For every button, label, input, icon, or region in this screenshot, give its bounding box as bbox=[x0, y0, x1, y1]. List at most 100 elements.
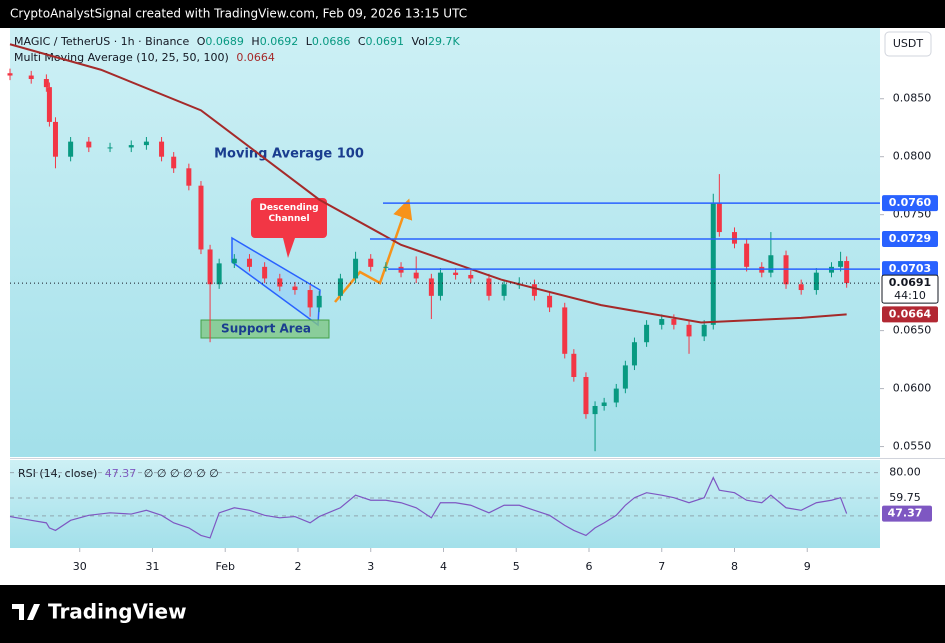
candle-body bbox=[592, 405, 598, 415]
x-tick-label: 8 bbox=[731, 560, 738, 573]
level-tag bbox=[882, 261, 938, 278]
rsi-placeholders: ∅ ∅ ∅ ∅ ∅ ∅ bbox=[144, 467, 219, 480]
symbol-info: MAGIC / TetherUS · 1h · Binance O0.0689 … bbox=[14, 35, 460, 48]
y-tick-label: 0.0800 bbox=[893, 150, 932, 163]
candle-body bbox=[337, 278, 343, 296]
candle-body bbox=[671, 319, 677, 325]
candle-body bbox=[231, 258, 237, 264]
ohlc-label: H bbox=[251, 35, 259, 48]
candle-body bbox=[659, 319, 665, 325]
candle-body bbox=[307, 290, 313, 308]
candle-body bbox=[292, 286, 298, 291]
candle-body bbox=[622, 365, 628, 389]
candle-body bbox=[631, 342, 637, 366]
ma-legend: Multi Moving Average (10, 25, 50, 100) 0… bbox=[14, 51, 275, 64]
candle-body bbox=[701, 324, 707, 337]
x-tick-label: 4 bbox=[440, 560, 447, 573]
candle-body bbox=[437, 272, 443, 296]
y-tick-label: 0.0550 bbox=[893, 440, 932, 453]
candle-body bbox=[601, 402, 607, 406]
rsi-value: 47.37 bbox=[105, 467, 137, 480]
candle-body bbox=[107, 147, 113, 149]
candle-body bbox=[744, 243, 750, 267]
brand: TradingView bbox=[48, 600, 187, 624]
drawings: Support Area Moving Average 100 Descendi… bbox=[200, 147, 413, 339]
candle-body bbox=[644, 324, 650, 343]
candle-body bbox=[571, 353, 577, 377]
level-tag-label: 0.0703 bbox=[889, 262, 931, 275]
candle-body bbox=[710, 203, 716, 325]
candle-body bbox=[68, 141, 74, 157]
candle-body bbox=[52, 121, 58, 157]
candle-body bbox=[844, 261, 850, 284]
candle-body bbox=[531, 284, 537, 296]
ohlc-value: 0.0686 bbox=[312, 35, 351, 48]
last-price-label: 0.0691 bbox=[889, 276, 931, 289]
candle-body bbox=[798, 284, 804, 291]
candle-body bbox=[262, 266, 268, 279]
candle-body bbox=[216, 263, 222, 285]
candle-body bbox=[468, 274, 474, 279]
candle-body bbox=[353, 258, 359, 279]
candle-body bbox=[171, 156, 177, 169]
level-tag-label: 0.0760 bbox=[889, 196, 932, 209]
top-bar bbox=[0, 0, 945, 28]
candle-body bbox=[813, 272, 819, 291]
ohlc-value: 0.0691 bbox=[366, 35, 405, 48]
support-box bbox=[200, 319, 330, 339]
candle-body bbox=[428, 278, 434, 296]
volume-value: 29.7K bbox=[428, 35, 460, 48]
candle-body bbox=[277, 278, 283, 287]
candle-body bbox=[413, 272, 419, 279]
candle-body bbox=[453, 272, 459, 275]
currency-button[interactable]: USDT bbox=[884, 31, 932, 57]
x-tick-label: 9 bbox=[804, 560, 811, 573]
ohlc-label: C bbox=[358, 35, 366, 48]
x-tick-label: 30 bbox=[73, 560, 87, 573]
candle-body bbox=[246, 258, 252, 267]
x-tick-label: 31 bbox=[145, 560, 159, 573]
x-tick-label: Feb bbox=[215, 560, 234, 573]
ma-tag bbox=[882, 306, 938, 323]
candle-body bbox=[838, 261, 844, 267]
currency-box[interactable] bbox=[884, 31, 932, 57]
x-tick-label: 2 bbox=[294, 560, 301, 573]
x-tick-label: 3 bbox=[367, 560, 374, 573]
candle-body bbox=[86, 141, 92, 148]
ohlc-value: 0.0689 bbox=[205, 35, 244, 48]
candle-body bbox=[28, 75, 34, 80]
candle-body bbox=[613, 388, 619, 403]
rsi-pane bbox=[10, 460, 880, 548]
candle-body bbox=[583, 376, 589, 415]
ma-name: Multi Moving Average (10, 25, 50, 100) bbox=[14, 51, 229, 64]
candle-body bbox=[316, 295, 322, 308]
last-price-tag bbox=[881, 274, 939, 304]
ma-annotation: Moving Average 100 bbox=[214, 147, 364, 162]
rsi-legend: RSI (14, close) 47.37 ∅ ∅ ∅ ∅ ∅ ∅ bbox=[18, 467, 219, 480]
x-tick-label: 5 bbox=[513, 560, 520, 573]
level-tag bbox=[882, 195, 938, 212]
candle-body bbox=[368, 258, 374, 267]
moving-average bbox=[9, 43, 847, 324]
rsi-tag bbox=[882, 505, 932, 522]
channel-label: Descending Channel bbox=[259, 203, 319, 224]
candle-body bbox=[143, 141, 149, 146]
currency[interactable]: USDT bbox=[893, 37, 924, 50]
candle-body bbox=[562, 307, 568, 354]
ohlc-label: O bbox=[197, 35, 206, 48]
candle-body bbox=[43, 79, 49, 88]
logo: TradingView bbox=[12, 600, 187, 624]
candle-body bbox=[198, 185, 204, 250]
candle-body bbox=[547, 295, 553, 308]
channel-callout bbox=[251, 198, 327, 258]
y-tick-label: 0.0850 bbox=[893, 92, 932, 105]
ohlc-value: 0.0692 bbox=[260, 35, 299, 48]
channel-callout-text: Descending Channel bbox=[259, 203, 319, 224]
candle-body bbox=[207, 249, 213, 285]
candle-body bbox=[186, 168, 192, 186]
y-tick-label: 0.0600 bbox=[893, 382, 932, 395]
rsi-tick-label: 80.00 bbox=[889, 466, 921, 479]
candle-body bbox=[686, 324, 692, 337]
rsi-line bbox=[9, 476, 848, 539]
